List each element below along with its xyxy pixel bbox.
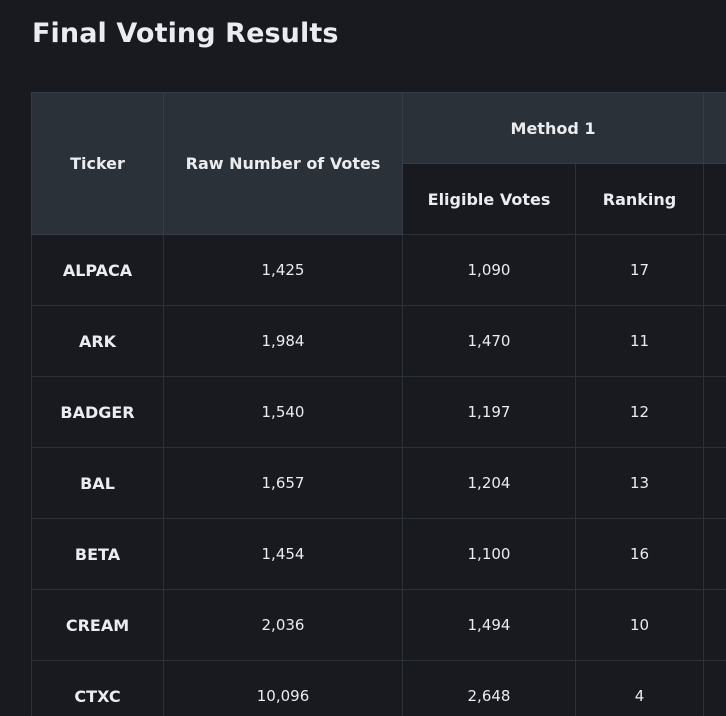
cell-ranking: 16 [575, 518, 704, 590]
cell-ticker: BADGER [31, 376, 164, 448]
header-raw-votes: Raw Number of Votes [163, 92, 403, 235]
results-table: Ticker Raw Number of Votes Method 1 Elig… [31, 92, 726, 716]
cell-next [703, 447, 726, 519]
table-row: ALPACA 1,425 1,090 17 [31, 234, 726, 306]
cell-next [703, 589, 726, 661]
cell-raw-votes: 10,096 [163, 660, 403, 716]
cell-raw-votes: 1,540 [163, 376, 403, 448]
cell-ticker: CREAM [31, 589, 164, 661]
cell-eligible-votes: 1,204 [402, 447, 576, 519]
results-table-container[interactable]: Ticker Raw Number of Votes Method 1 Elig… [31, 92, 726, 716]
header-next-column [703, 163, 726, 235]
cell-ranking: 17 [575, 234, 704, 306]
cell-ranking: 13 [575, 447, 704, 519]
cell-eligible-votes: 1,197 [402, 376, 576, 448]
cell-next [703, 518, 726, 590]
cell-ticker: BETA [31, 518, 164, 590]
cell-ticker: ALPACA [31, 234, 164, 306]
cell-eligible-votes: 2,648 [402, 660, 576, 716]
table-row: CTXC 10,096 2,648 4 [31, 660, 726, 716]
cell-ranking: 12 [575, 376, 704, 448]
table-row: BAL 1,657 1,204 13 [31, 447, 726, 519]
cell-next [703, 376, 726, 448]
cell-eligible-votes: 1,100 [402, 518, 576, 590]
header-ticker: Ticker [31, 92, 164, 235]
table-row: ARK 1,984 1,470 11 [31, 305, 726, 377]
cell-next [703, 305, 726, 377]
header-eligible-votes: Eligible Votes [402, 163, 576, 235]
cell-raw-votes: 1,657 [163, 447, 403, 519]
header-ranking: Ranking [575, 163, 704, 235]
cell-raw-votes: 1,454 [163, 518, 403, 590]
cell-raw-votes: 2,036 [163, 589, 403, 661]
header-method-1: Method 1 [402, 92, 704, 164]
cell-ticker: ARK [31, 305, 164, 377]
cell-ticker: BAL [31, 447, 164, 519]
page-title: Final Voting Results [32, 18, 339, 49]
cell-raw-votes: 1,425 [163, 234, 403, 306]
cell-eligible-votes: 1,470 [402, 305, 576, 377]
cell-ranking: 4 [575, 660, 704, 716]
cell-next [703, 234, 726, 306]
cell-ticker: CTXC [31, 660, 164, 716]
table-row: BETA 1,454 1,100 16 [31, 518, 726, 590]
cell-eligible-votes: 1,494 [402, 589, 576, 661]
cell-ranking: 11 [575, 305, 704, 377]
table-row: BADGER 1,540 1,197 12 [31, 376, 726, 448]
cell-eligible-votes: 1,090 [402, 234, 576, 306]
cell-ranking: 10 [575, 589, 704, 661]
table-row: CREAM 2,036 1,494 10 [31, 589, 726, 661]
cell-raw-votes: 1,984 [163, 305, 403, 377]
cell-next [703, 660, 726, 716]
header-next-group [703, 92, 726, 164]
